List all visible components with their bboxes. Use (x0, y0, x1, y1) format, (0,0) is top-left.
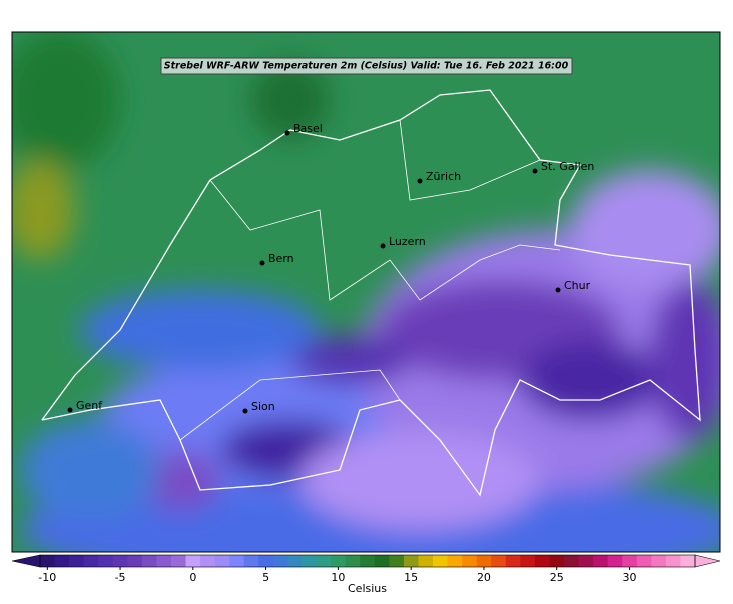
canton-border (399, 119, 541, 201)
colorbar-segment (433, 555, 449, 567)
canton-border (179, 369, 401, 441)
city-dot (259, 260, 265, 266)
colorbar-segment (272, 555, 288, 567)
city-dot (532, 168, 538, 174)
colorbar-frame (39, 554, 696, 568)
colorbar-label: Celsius (348, 582, 387, 595)
city-dot (555, 287, 561, 293)
colorbar-segment (112, 555, 128, 567)
colorbar-segment (476, 555, 492, 567)
city-label: Zürich (426, 170, 461, 183)
colorbar-tick-label: -5 (115, 571, 126, 584)
city-dot (284, 130, 290, 136)
colorbar-segment (564, 555, 580, 567)
colorbar-extend-high (694, 554, 721, 568)
city-dot (417, 178, 423, 184)
colorbar-segment (54, 555, 70, 567)
colorbar-segment (389, 555, 405, 567)
colorbar-segment (578, 555, 594, 567)
city-label: Luzern (389, 235, 426, 248)
temperature-field (12, 32, 720, 552)
colorbar-segment (665, 555, 681, 567)
city-label: St. Gallen (541, 160, 594, 173)
colorbar-segment (447, 555, 463, 567)
colorbar-segment (374, 555, 390, 567)
colorbar-segment (258, 555, 274, 567)
colorbar-segment (549, 555, 565, 567)
colorbar-segment (229, 555, 245, 567)
colorbar-segment (622, 555, 638, 567)
colorbar-segment (345, 555, 361, 567)
title-box (160, 57, 573, 75)
colorbar-segment (403, 555, 419, 567)
colorbar-tick-label: 20 (477, 571, 491, 584)
colorbar-segment (83, 555, 99, 567)
colorbar-segment (302, 555, 318, 567)
city-label: Bern (268, 252, 294, 265)
city-dot (380, 243, 386, 249)
map-title: Strebel WRF-ARW Temperaturen 2m (Celsius… (164, 61, 569, 72)
map-frame (11, 31, 721, 553)
colorbar-segment (141, 555, 157, 567)
colorbar-segment (171, 555, 187, 567)
colorbar-tick-label: 5 (262, 571, 269, 584)
colorbar-tick-label: -10 (38, 571, 56, 584)
colorbar-segment (636, 555, 652, 567)
city-label: Basel (293, 122, 323, 135)
colorbar-segment (214, 555, 230, 567)
colorbar-segment (185, 555, 201, 567)
colorbar-tick-label: 15 (404, 571, 418, 584)
colorbar-segment (331, 555, 347, 567)
colorbar-tick-label: 10 (331, 571, 345, 584)
colorbar-tick-label: 30 (623, 571, 637, 584)
country-border (41, 89, 701, 497)
colorbar-segment (156, 555, 172, 567)
colorbar-segment (243, 555, 259, 567)
colorbar-tick-label: 25 (550, 571, 564, 584)
colorbar-segment (491, 555, 507, 567)
city-dot (67, 407, 73, 413)
colorbar-segment (287, 555, 303, 567)
colorbar-segment (316, 555, 332, 567)
colorbar: -10 -5 0 5 10 15 20 25 30 Celsius (11, 554, 721, 595)
city-label: Genf (76, 399, 103, 412)
colorbar-segment (680, 555, 696, 567)
city-label: Chur (564, 279, 591, 292)
city-layer: Basel Zürich St. Gallen Luzern Bern Chur Genf S… (67, 122, 594, 414)
colorbar-segment (98, 555, 114, 567)
colorbar-segment (534, 555, 550, 567)
colorbar-extend-low (11, 554, 41, 568)
city-label: Sion (251, 400, 275, 413)
colorbar-segment (69, 555, 85, 567)
colorbar-segment (40, 555, 56, 567)
city-dot (242, 408, 248, 414)
colorbar-segment (200, 555, 216, 567)
colorbar-segment (651, 555, 667, 567)
colorbar-segment (520, 555, 536, 567)
colorbar-segment (607, 555, 623, 567)
colorbar-segment (462, 555, 478, 567)
colorbar-tick-label: 0 (189, 571, 196, 584)
colorbar-segment (418, 555, 434, 567)
colorbar-segment (127, 555, 143, 567)
canton-border (209, 179, 561, 301)
colorbar-segment (593, 555, 609, 567)
colorbar-segment (360, 555, 376, 567)
colorbar-segment (505, 555, 521, 567)
